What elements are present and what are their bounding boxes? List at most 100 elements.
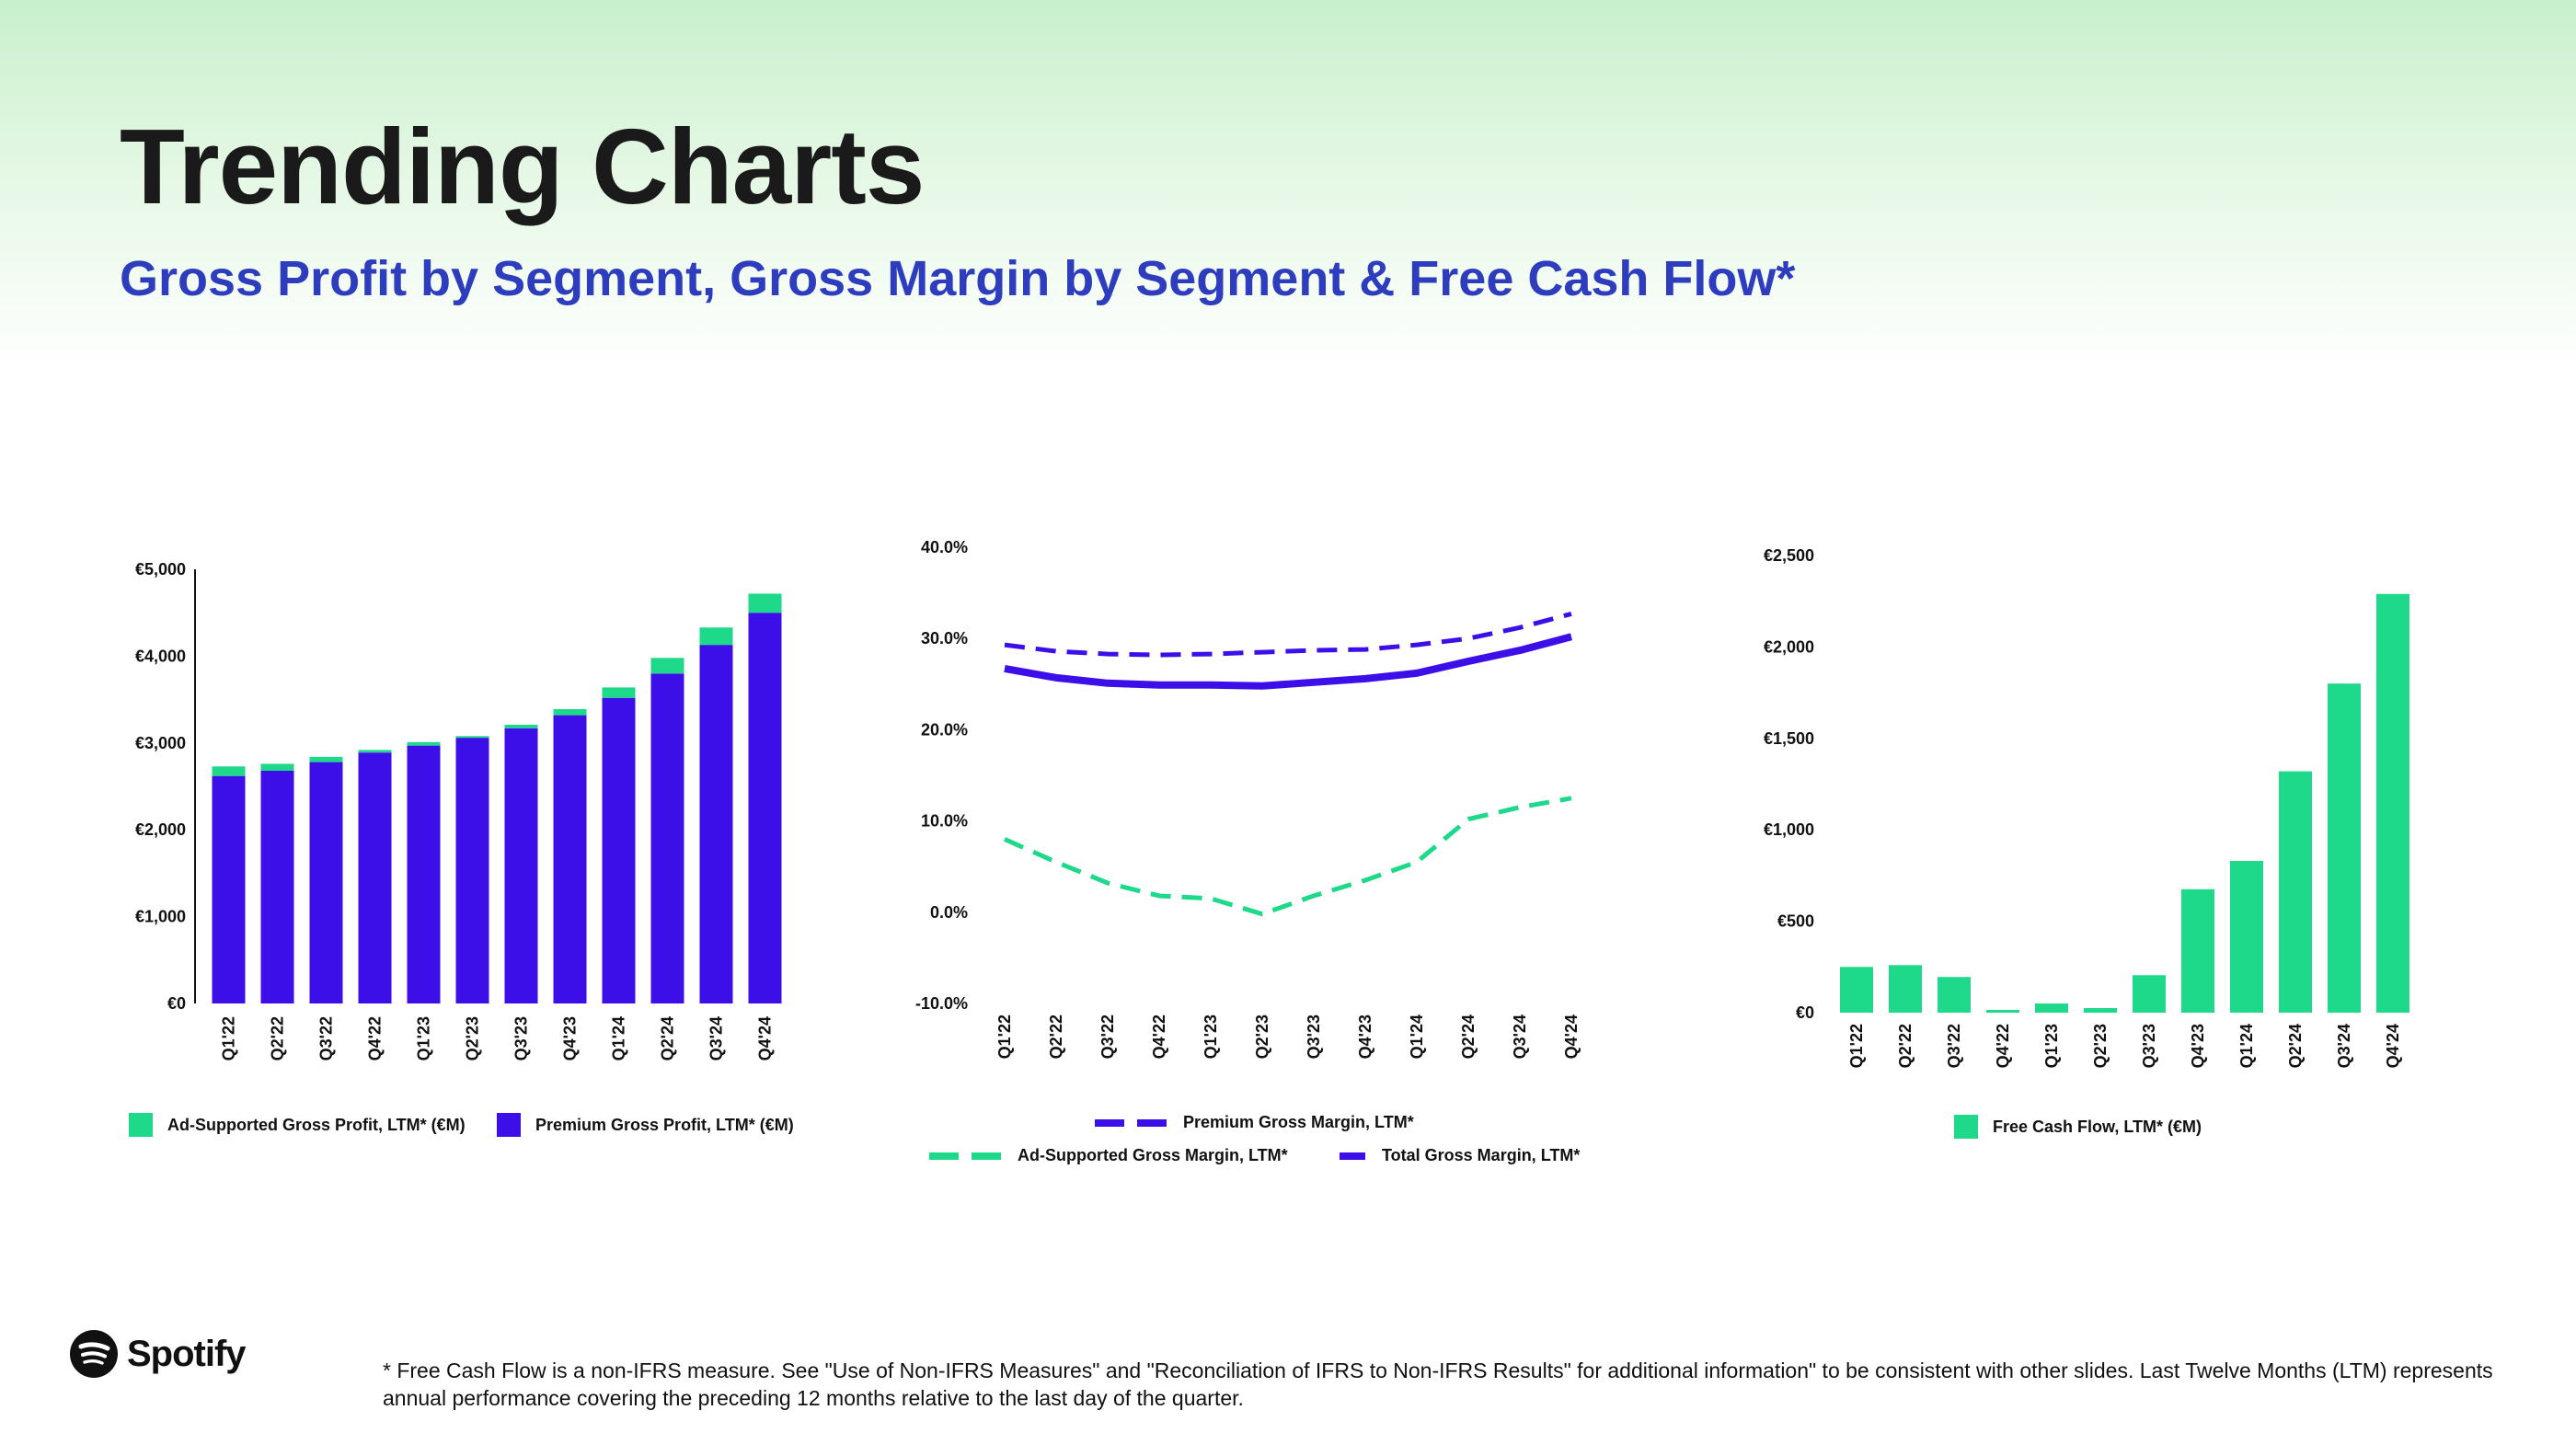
ad-supported-bar xyxy=(748,593,782,613)
logo-text: Spotify xyxy=(127,1333,247,1374)
x-tick-label: Q1'22 xyxy=(220,1016,238,1060)
premium-bar xyxy=(748,613,782,1003)
y-tick-label: 30.0% xyxy=(921,629,968,648)
x-tick-label: Q3'23 xyxy=(2140,1024,2158,1068)
legend-premium-gross-margin: Premium Gross Margin, LTM* xyxy=(1095,1113,1414,1132)
x-tick-label: Q4'24 xyxy=(1562,1015,1581,1059)
ad-supported-bar xyxy=(602,687,636,698)
x-tick-label: Q1'24 xyxy=(2237,1024,2256,1068)
x-tick-label: Q3'22 xyxy=(1945,1024,1963,1068)
legend-free-cash-flow: Free Cash Flow, LTM* (€M) xyxy=(1954,1115,2202,1139)
free-cash-flow-bar xyxy=(2328,683,2361,1013)
x-tick-label: Q4'24 xyxy=(2384,1024,2402,1068)
premium-bar xyxy=(650,673,684,1003)
x-tick-label: Q1'24 xyxy=(610,1016,628,1060)
y-tick-label: €0 xyxy=(167,994,186,1013)
page-title: Trending Charts xyxy=(120,107,925,226)
y-tick-label: -10.0% xyxy=(915,994,968,1013)
x-tick-label: Q3'24 xyxy=(1511,1015,1529,1059)
x-tick-label: Q3'22 xyxy=(1098,1015,1117,1059)
page-subtitle: Gross Profit by Segment, Gross Margin by… xyxy=(120,251,1796,306)
legend-line-purple xyxy=(1340,1152,1365,1160)
gross-margin-legend: Premium Gross Margin, LTM* Ad-Supported … xyxy=(929,1113,1628,1187)
x-tick-label: Q3'23 xyxy=(512,1016,531,1060)
x-tick-label: Q2'24 xyxy=(659,1016,677,1060)
x-tick-label: Q3'24 xyxy=(2335,1024,2353,1068)
x-tick-label: Q4'24 xyxy=(756,1016,775,1060)
ad-supported-bar xyxy=(309,756,343,762)
premium-bar xyxy=(260,771,294,1003)
ad-supported-bar xyxy=(260,763,294,772)
free-cash-flow-bar xyxy=(1986,1010,2019,1013)
premium-bar xyxy=(553,715,587,1003)
y-tick-label: €0 xyxy=(1796,1003,1814,1022)
free-cash-flow-bar xyxy=(2084,1008,2117,1013)
x-tick-label: Q1'23 xyxy=(1202,1015,1220,1059)
premium-bar xyxy=(309,762,343,1003)
premium-margin-line xyxy=(1004,611,1572,658)
legend-ad-supported-gross-margin: Ad-Supported Gross Margin, LTM* xyxy=(929,1146,1288,1165)
x-tick-label: Q4'22 xyxy=(1994,1024,2012,1068)
premium-bar xyxy=(455,738,489,1003)
legend-ad-supported-gross-profit: Ad-Supported Gross Profit, LTM* (€M) xyxy=(129,1113,466,1137)
x-tick-label: Q4'22 xyxy=(1150,1015,1168,1059)
free-cash-flow-bar xyxy=(1889,965,1922,1013)
x-tick-label: Q4'23 xyxy=(2189,1024,2207,1068)
y-tick-label: €5,000 xyxy=(135,560,186,579)
ad-supported-bar xyxy=(504,724,538,728)
free-cash-flow-bar xyxy=(2376,593,2409,1013)
ad-supported-bar xyxy=(455,736,489,739)
legend-label: Ad-Supported Gross Profit, LTM* (€M) xyxy=(167,1115,466,1134)
y-tick-label: €1,000 xyxy=(135,908,186,926)
free-cash-flow-bar xyxy=(2181,888,2214,1013)
total-margin-line xyxy=(1004,633,1573,690)
premium-bar xyxy=(699,645,733,1003)
x-tick-label: Q3'22 xyxy=(317,1016,336,1060)
y-tick-label: 40.0% xyxy=(921,538,968,556)
premium-bar xyxy=(602,697,636,1003)
x-tick-label: Q2'23 xyxy=(2091,1024,2110,1068)
legend-label: Premium Gross Profit, LTM* (€M) xyxy=(535,1115,794,1134)
x-tick-label: Q2'24 xyxy=(1459,1015,1478,1059)
y-tick-label: €2,000 xyxy=(1764,637,1814,656)
y-tick-label: 20.0% xyxy=(921,720,968,739)
x-tick-label: Q2'23 xyxy=(464,1016,482,1060)
legend-label: Total Gross Margin, LTM* xyxy=(1382,1146,1581,1164)
y-tick-label: 10.0% xyxy=(921,812,968,831)
legend-swatch-purple xyxy=(497,1113,521,1137)
x-tick-label: Q4'23 xyxy=(1356,1015,1374,1059)
ad-supported-bar xyxy=(212,766,246,776)
legend-label: Premium Gross Margin, LTM* xyxy=(1183,1113,1414,1131)
legend-dash-purple xyxy=(1095,1118,1168,1127)
y-tick-label: €2,000 xyxy=(135,820,186,839)
free-cash-flow-bar xyxy=(2035,1003,2068,1013)
free-cash-flow-bar xyxy=(2133,975,2166,1013)
y-tick-label: €500 xyxy=(1777,912,1814,931)
free-cash-flow-bar xyxy=(1840,967,1873,1013)
legend-dash-green xyxy=(929,1152,1003,1160)
y-tick-label: €1,000 xyxy=(1764,820,1814,839)
ad-supported-bar xyxy=(650,658,684,674)
ad-supported-bar xyxy=(358,750,392,753)
gross-profit-legend: Ad-Supported Gross Profit, LTM* (€M) Pre… xyxy=(129,1113,828,1150)
x-tick-label: Q1'22 xyxy=(995,1015,1014,1059)
premium-bar xyxy=(407,745,441,1003)
x-tick-label: Q2'22 xyxy=(269,1016,287,1060)
x-tick-label: Q1'23 xyxy=(2042,1024,2061,1068)
y-tick-label: 0.0% xyxy=(930,903,968,922)
free-cash-flow-legend: Free Cash Flow, LTM* (€M) xyxy=(1954,1115,2322,1152)
footnote: * Free Cash Flow is a non-IFRS measure. … xyxy=(383,1358,2493,1410)
x-tick-label: Q2'22 xyxy=(1896,1024,1915,1068)
legend-total-gross-margin: Total Gross Margin, LTM* xyxy=(1340,1146,1580,1165)
x-tick-label: Q2'22 xyxy=(1047,1015,1065,1059)
x-tick-label: Q3'23 xyxy=(1305,1015,1323,1059)
ad-supported-bar xyxy=(699,627,733,646)
legend-swatch-green xyxy=(129,1113,153,1137)
x-tick-label: Q1'22 xyxy=(1847,1024,1866,1068)
ad-supported-margin-line xyxy=(1003,796,1572,917)
